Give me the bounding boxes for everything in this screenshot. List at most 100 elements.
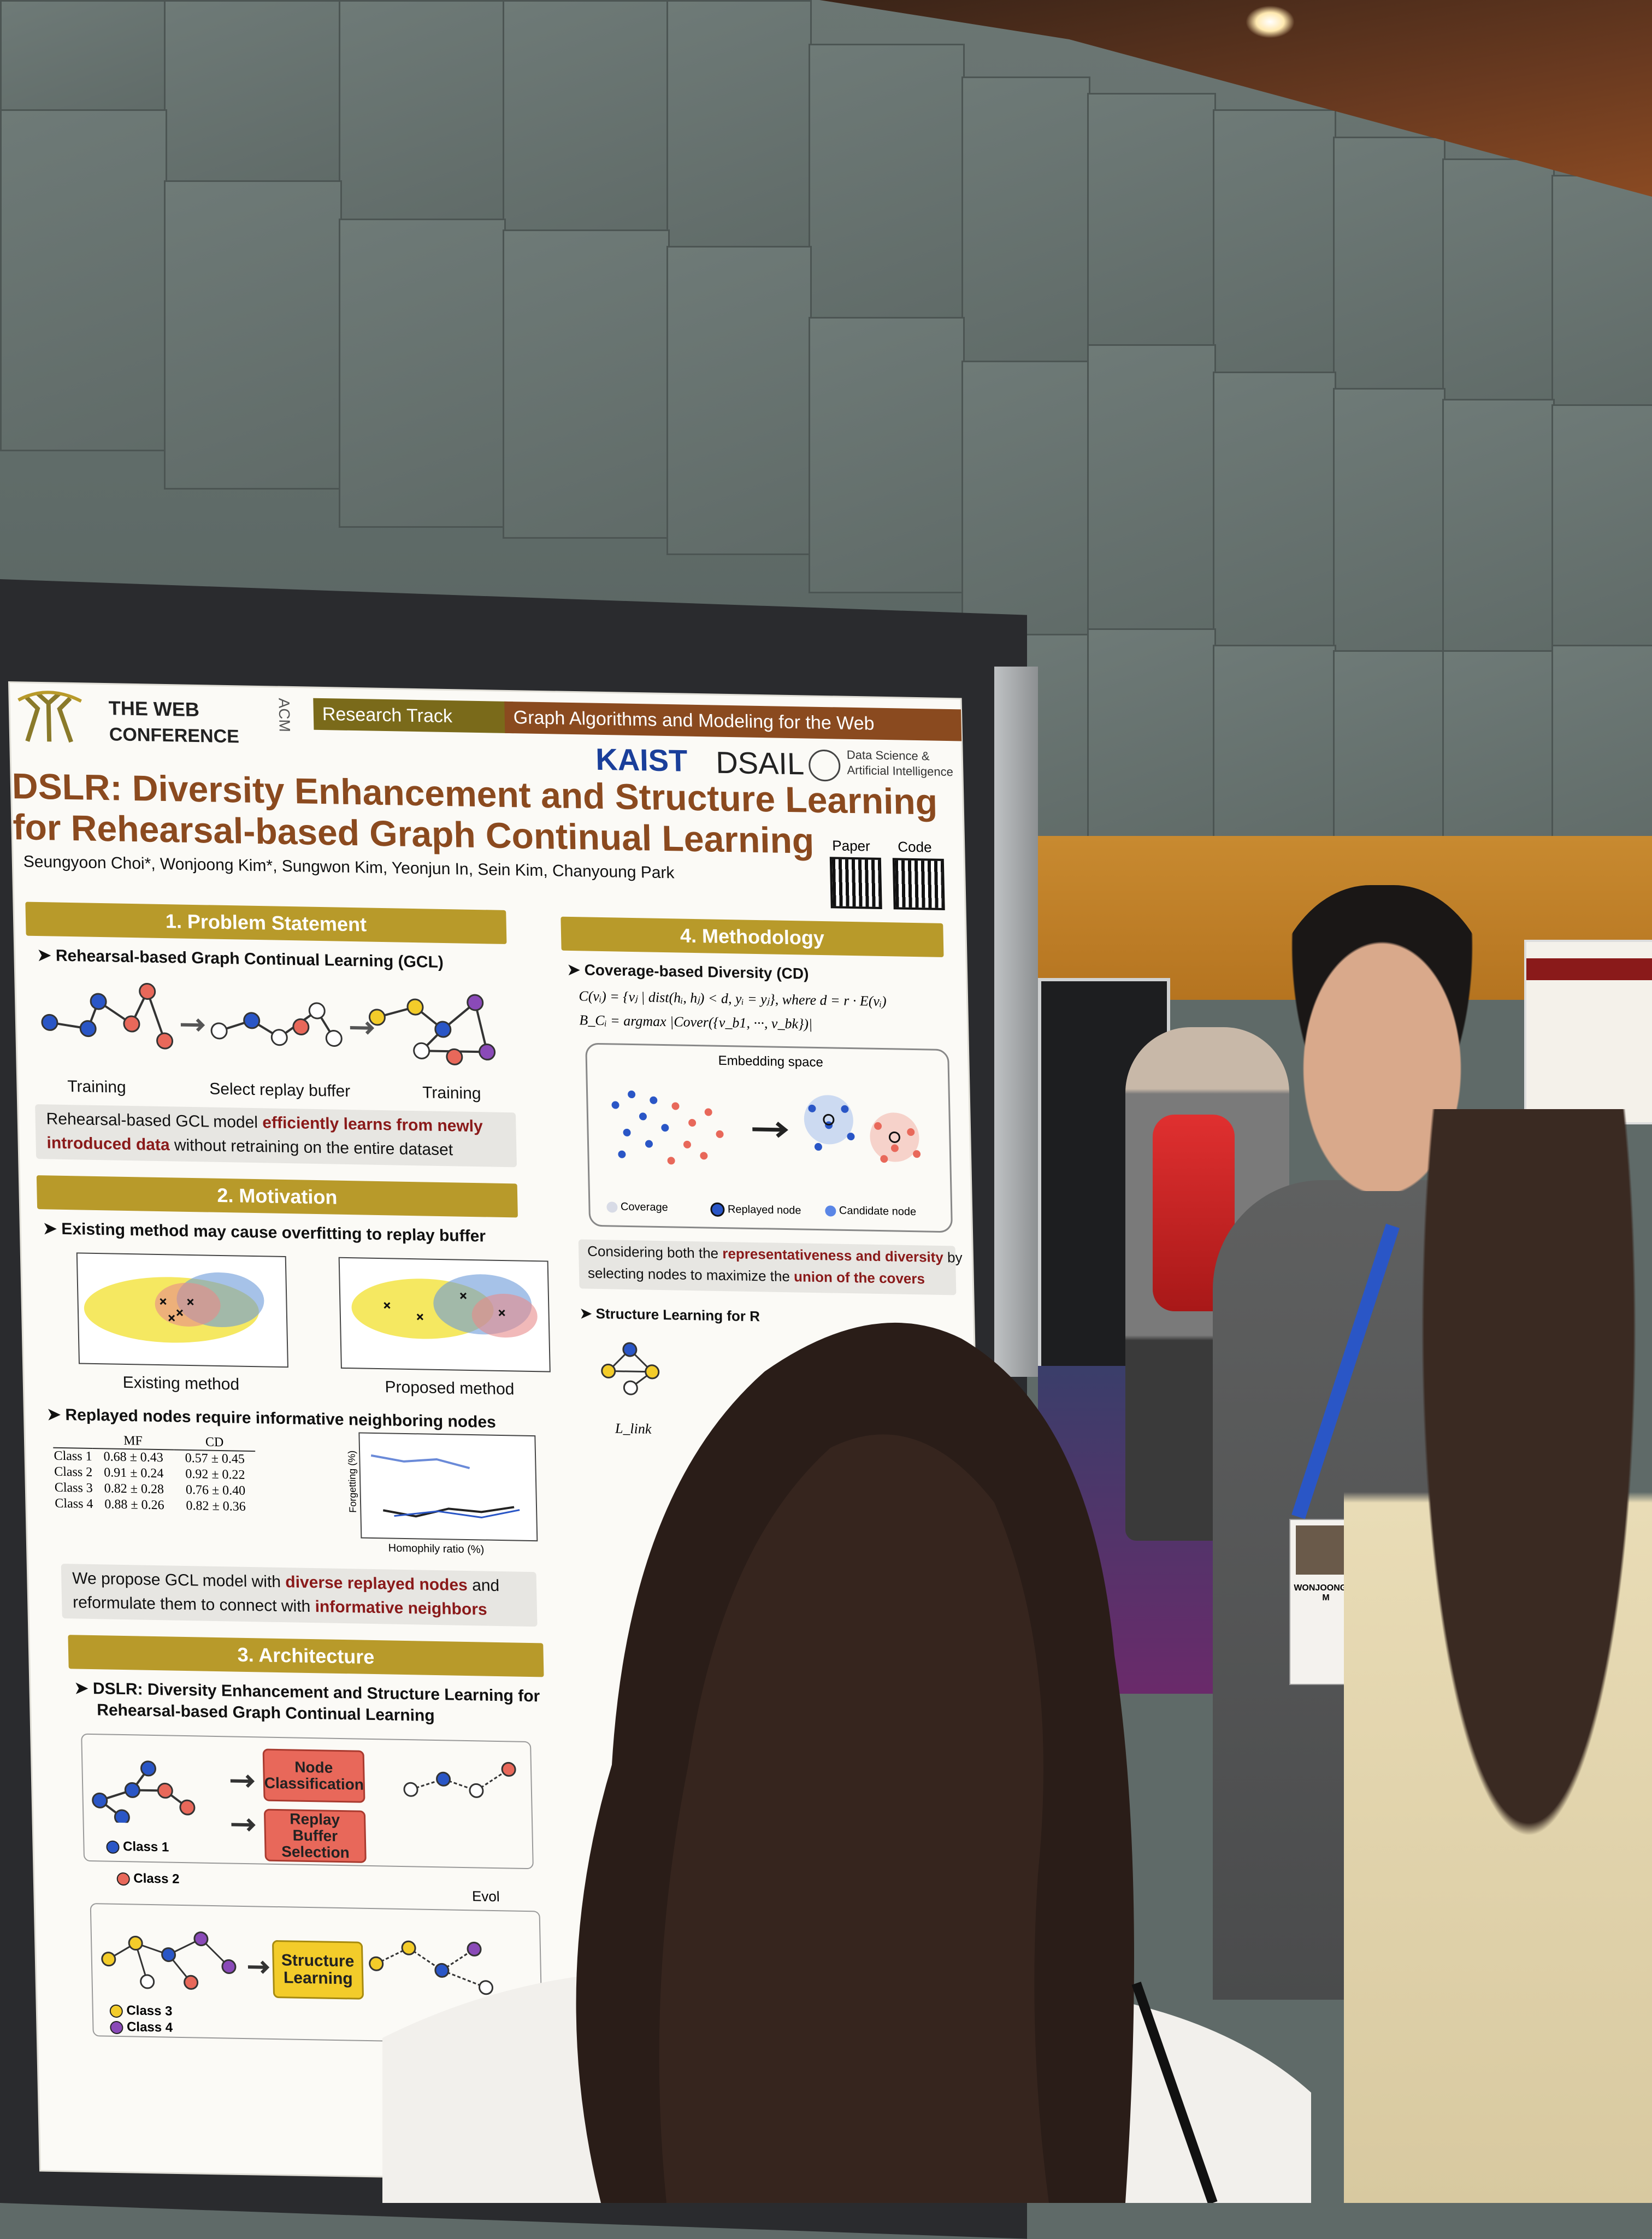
wall-panel [1087, 93, 1216, 347]
node-classification-button[interactable]: Node Classification [262, 1748, 365, 1803]
sec1-summary-c: introduced data [46, 1134, 170, 1154]
gcl-graph-diagram [38, 979, 520, 1074]
wall-panel [0, 0, 167, 113]
section-1-subtitle-text: Rehearsal-based Graph Continual Learning… [55, 946, 444, 971]
wall-panel [666, 0, 812, 249]
table-cell: 0.68 ± 0.43 [103, 1450, 163, 1465]
architecture-result-graph-icon [369, 1940, 493, 1995]
architecture-bottom-panel: Structure Learning Class 3 Class 4 [90, 1903, 543, 2044]
sec1-label-training-1: Training [67, 1077, 127, 1097]
class-1-dot-icon [106, 1840, 120, 1854]
wall-panel [1551, 175, 1652, 408]
wall-panel [666, 246, 812, 555]
embedding-space-title: Embedding space [718, 1053, 824, 1070]
section-1-header: 1. Problem Statement [25, 902, 507, 944]
section-4-header: 4. Methodology [560, 916, 944, 957]
qr-code-label: Code [898, 838, 932, 856]
wall-panel [1213, 645, 1336, 852]
code-qr-code[interactable] [892, 858, 945, 910]
legend-class-1-label: Class 1 [122, 1839, 169, 1855]
replayed-dot-icon [710, 1202, 725, 1217]
conference-name-top: THE WEB [108, 697, 200, 721]
research-poster: THE WEB CONFERENCE ACM Research Track Gr… [10, 683, 992, 2187]
dsail-emblem-icon [808, 749, 841, 782]
class-3-dot-icon [109, 2004, 123, 2018]
sec2-subtitle-1: ➤ Existing method may cause overfitting … [43, 1219, 486, 1246]
wall-panel [1333, 650, 1446, 852]
legend-candidate: Candidate node [825, 1204, 916, 1218]
homophily-line-chart [358, 1432, 538, 1542]
sec2-summary-a: We propose GCL model with [72, 1569, 286, 1592]
dsail-logo: DSAIL [715, 745, 805, 781]
table-header-cell: CD [205, 1435, 224, 1450]
candidate-dot-icon [825, 1205, 836, 1217]
wall-panel [339, 219, 506, 528]
sec1-label-training-2: Training [422, 1083, 481, 1103]
sec1-summary-b: efficiently learns from newly [262, 1113, 483, 1136]
ceiling-light [1246, 5, 1295, 38]
sec4-subtitle-1: ➤ Coverage-based Diversity (CD) [567, 961, 809, 982]
table-header-cell: MF [123, 1433, 143, 1448]
scatter-proposed-method [338, 1257, 551, 1372]
dsail-subtitle-2: Artificial Intelligence [847, 763, 954, 779]
wall-panel [1442, 158, 1555, 402]
sec4-summary-line-1: Considering both the representativeness … [587, 1243, 963, 1266]
wall-panel [961, 361, 1090, 637]
qr-paper-label: Paper [832, 837, 871, 855]
scatter-existing-method [76, 1252, 288, 1368]
line-chart-ylabel: Forgetting (%) [346, 1450, 358, 1513]
attendee-right [1344, 1109, 1652, 2203]
wall-panel [1333, 137, 1446, 391]
wall-panel [1442, 399, 1555, 653]
legend-coverage: Coverage [606, 1200, 668, 1214]
embedding-scatter-icon [611, 1091, 921, 1165]
table-cell: 0.88 ± 0.26 [104, 1497, 164, 1513]
background-poster-banner [1526, 958, 1652, 980]
structure-learning-button[interactable]: Structure Learning [272, 1940, 364, 2000]
paper-qr-code[interactable] [829, 857, 882, 909]
wall-panel [1333, 388, 1446, 653]
kaist-logo: KAIST [595, 741, 688, 778]
wall-panel [1213, 372, 1336, 648]
sec4-summary-c: by [943, 1249, 963, 1266]
legend-candidate-label: Candidate node [839, 1204, 917, 1218]
sec1-summary-line-1: Rehearsal-based GCL model efficiently le… [46, 1110, 483, 1136]
table-cell: 0.92 ± 0.22 [185, 1466, 245, 1482]
plot-label-existing: Existing method [122, 1373, 240, 1394]
track-band: Research Track [313, 698, 514, 734]
wall-panel [503, 0, 670, 233]
legend-class-3-label: Class 3 [126, 2003, 173, 2019]
sec2-summary-d: reformulate them to connect with [72, 1593, 315, 1616]
replay-buffer-selection-button[interactable]: Replay Buffer Selection [263, 1808, 367, 1863]
poster-board-frame [994, 667, 1038, 1377]
class-4-dot-icon [110, 2020, 123, 2034]
wall-panel [1442, 650, 1555, 852]
sec1-summary-box: Rehearsal-based GCL model efficiently le… [35, 1104, 517, 1168]
wall-panel [164, 180, 342, 490]
homophily-table: MF CD Class 1 0.68 ± 0.43 0.57 ± 0.45 Clas… [52, 1432, 257, 1516]
badge-name: WONJOONG KIM [1294, 1583, 1358, 1602]
table-cell: 0.57 ± 0.45 [185, 1451, 245, 1466]
structure-learning-graph-icon [601, 1342, 660, 1395]
formula-argmax: B_Cᵢ = argmax |Cover({v_b1, ···, v_bk})| [579, 1012, 813, 1032]
embedding-space-panel: Embedding space Coverage Replayed node C… [585, 1042, 953, 1233]
background-poster [1524, 940, 1652, 1124]
table-cell: Class 1 [54, 1448, 92, 1464]
architecture-input-graph-icon [92, 1760, 196, 1824]
architecture-top-panel: Node Classification Replay Buffer Select… [81, 1733, 534, 1870]
legend-class-2-label: Class 2 [133, 1871, 180, 1887]
wall-panel [339, 0, 506, 222]
conference-name-bottom: CONFERENCE [109, 724, 240, 747]
sec4-subtitle-1-text: Coverage-based Diversity (CD) [584, 961, 809, 982]
wall-panel [164, 0, 342, 184]
topic-band: Graph Algorithms and Modeling for the We… [504, 701, 962, 741]
legend-coverage-label: Coverage [620, 1200, 668, 1214]
section-1-subtitle: ➤ Rehearsal-based Graph Continual Learni… [37, 946, 444, 971]
attendee-foreground [382, 1273, 1311, 2205]
sec4-summary-b: representativeness and diversity [722, 1245, 944, 1266]
legend-class-2: Class 2 [116, 1871, 180, 1887]
sec1-summary-line-2: introduced data without retraining on th… [46, 1134, 453, 1159]
sec1-summary-d: without retraining on the entire dataset [169, 1136, 453, 1159]
dsail-subtitle-1: Data Science & [846, 747, 930, 763]
legend-class-3: Class 3 [109, 2003, 173, 2019]
